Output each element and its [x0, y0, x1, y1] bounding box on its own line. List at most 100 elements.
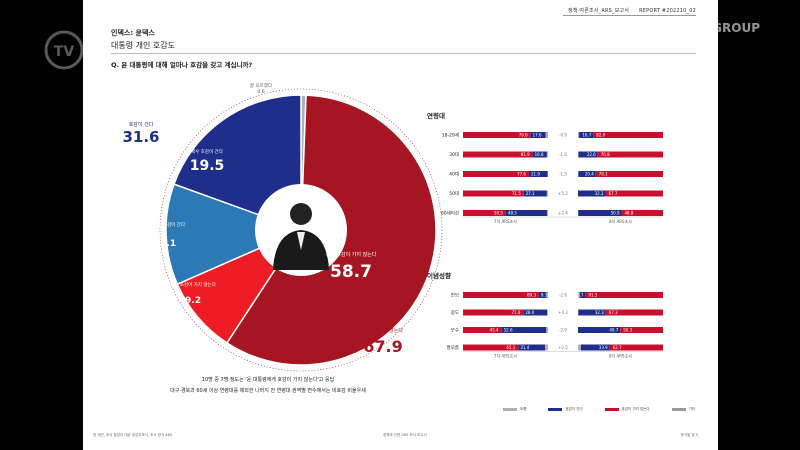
bar-after-dislike-value: 91.3 [588, 293, 597, 298]
bar-before-dk [547, 309, 548, 316]
bar-after-dk [578, 132, 580, 138]
bar-axis-label-after: 8차 ARS조사 [609, 218, 632, 224]
bar-before-like [505, 210, 548, 216]
bar-after-like [579, 132, 594, 138]
section-title: 대통령 개인 호감도 [111, 41, 175, 50]
page-number: 윤석열 정 9 [680, 433, 698, 437]
bar-after-dk [578, 151, 579, 158]
bar-after-dislike-value: 62.7 [613, 345, 622, 350]
bar-category-label: 18-29세 [442, 132, 459, 139]
bar-before-like-value: 52.6 [504, 328, 513, 333]
bar-before-like [530, 132, 546, 138]
bar-before-dislike-value: 65.1 [506, 345, 515, 350]
brand-label: 인덱스: 윤덱스 [111, 29, 155, 37]
bar-diff-value: +5.2 [558, 191, 568, 196]
bar-before-like [501, 327, 547, 333]
bar-before-dk [546, 151, 548, 158]
bar-before-like-value: 27.1 [526, 191, 535, 196]
bar-before-dislike-value: 71.5 [512, 191, 521, 196]
bar-category-label: 잘모름 [447, 344, 459, 351]
bar-category-label: 30대 [449, 151, 459, 158]
bar-after-dislike [597, 151, 663, 158]
legend-item-dislike: 호감이 가지 않는다 [604, 407, 650, 412]
bar-before-like [528, 171, 548, 177]
bar-before-dislike-value: 71.0 [511, 310, 520, 315]
bar-before-like-value: 17.6 [533, 133, 542, 138]
pie-label-dk: 잘 모르겠다 [250, 82, 273, 89]
bar-category-label: 중도 [451, 310, 459, 316]
bar-diff-value: -0.9 [559, 133, 567, 138]
bottom-mid-note: 정책과 관련 ARS 조사 보고서 [383, 433, 427, 437]
bar-after-like-value: 20.4 [585, 172, 594, 177]
bar-after-dk [578, 292, 580, 298]
bar-diff-value: -2.9 [559, 328, 567, 333]
bar-diff-value: -1.5 [559, 172, 567, 177]
bar-after-like [578, 171, 596, 177]
bar-before-dislike [463, 171, 529, 177]
bar-after-dislike [620, 327, 663, 333]
bar-after-like [578, 190, 606, 197]
bar-before-dislike [463, 327, 502, 333]
pie-label-very-like: 매우 호감이 간다 [191, 148, 224, 155]
bar-before-like-value: 21.9 [531, 172, 540, 177]
bar-before-like-value: 31.4 [520, 345, 529, 350]
bar-after-like-value: 6.7 [577, 293, 584, 298]
bar-after-dislike-value: 67.7 [608, 191, 617, 196]
bar-after-dislike-value: 48.8 [625, 211, 634, 216]
bar-before-dislike [463, 210, 506, 216]
bar-after-dislike-value: 76.8 [601, 152, 610, 157]
bar-axis-label-before: 7차 ARS조사 [494, 218, 517, 224]
bar-category-label: 보수 [451, 328, 459, 334]
bar-after-like [578, 151, 598, 158]
bar-before-dislike [463, 309, 524, 316]
bar-category-label: 60세이상 [441, 210, 459, 217]
bar-after-dislike [595, 171, 663, 177]
portrait-image [273, 203, 329, 270]
pie-slice-3 [165, 183, 304, 286]
bar-before-dislike [463, 151, 533, 158]
pie-value-very-dislike: 58.7 [330, 262, 372, 282]
pie-slice-4 [173, 94, 302, 232]
bar-before-dislike [463, 344, 519, 351]
bar-before-dk [545, 344, 548, 351]
legend: 모름 호감이 간다 호감이 가지 않는다 기타 [503, 407, 695, 412]
title-rule [111, 53, 696, 54]
bar-category-label: 40대 [449, 171, 459, 178]
pie-label-like: 어느정도 호감이 간다 [145, 221, 186, 228]
age-bar-chart: 18-29세 79.6 17.6 -0.9 16.7 82.0 30대 81.9 16.8 -1.… [441, 132, 663, 224]
channel-logo-watermark: TV [44, 22, 84, 78]
group-value-like: 31.6 [122, 128, 159, 146]
bar-after-like-value: 22.6 [587, 152, 596, 157]
header-meta: 정책·여론조사_ARS_보고서 REPORT #202210_02 [558, 7, 696, 14]
bar-diff-value: +2.5 [558, 345, 568, 350]
pie-label-dislike: 별로 호감이 가지 않는다 [170, 281, 217, 288]
legend-item-like: 호감이 간다 [548, 407, 583, 412]
bar-before-dislike-value: 50.5 [494, 211, 503, 216]
bar-axis-label-before: 7차 ARS조사 [494, 353, 517, 359]
footnote-line1: 10명 중 7명 정도는 '윤 대통령에게 호감이 가지 않는다'고 응답 [201, 377, 335, 383]
header-rule [563, 15, 696, 16]
bar-after-like [578, 309, 606, 316]
bar-after-like-value: 32.3 [595, 310, 604, 315]
bar-after-like-value: 50.9 [611, 211, 620, 216]
bar-before-dislike-value: 77.6 [517, 172, 526, 177]
bar-before-dislike [463, 292, 539, 298]
bar-after-dislike [605, 309, 663, 316]
ideology-chart-title: 이념성향 [427, 272, 451, 280]
bar-after-dislike [585, 292, 663, 298]
bar-before-dk [546, 327, 548, 333]
question-text: Q. 윤 대통령에 대해 얼마나 호감을 갖고 계십니까? [111, 61, 253, 69]
group-value-dislike: 67.9 [363, 337, 402, 356]
bar-before-dk [546, 190, 548, 197]
age-chart-title: 연령대 [427, 112, 445, 120]
pie-outer-ring [159, 88, 443, 372]
bar-after-like [578, 210, 622, 216]
group-label-dislike: 호감이 가지 않는다 [363, 327, 403, 334]
bar-after-dislike-value: 82.0 [596, 133, 605, 138]
bar-diff-value: -1.6 [559, 152, 567, 157]
bar-diff-value: +4.3 [558, 310, 568, 315]
bar-after-like-value: 49.7 [609, 328, 618, 333]
bar-before-dk [545, 132, 548, 138]
bar-after-like [578, 327, 621, 333]
